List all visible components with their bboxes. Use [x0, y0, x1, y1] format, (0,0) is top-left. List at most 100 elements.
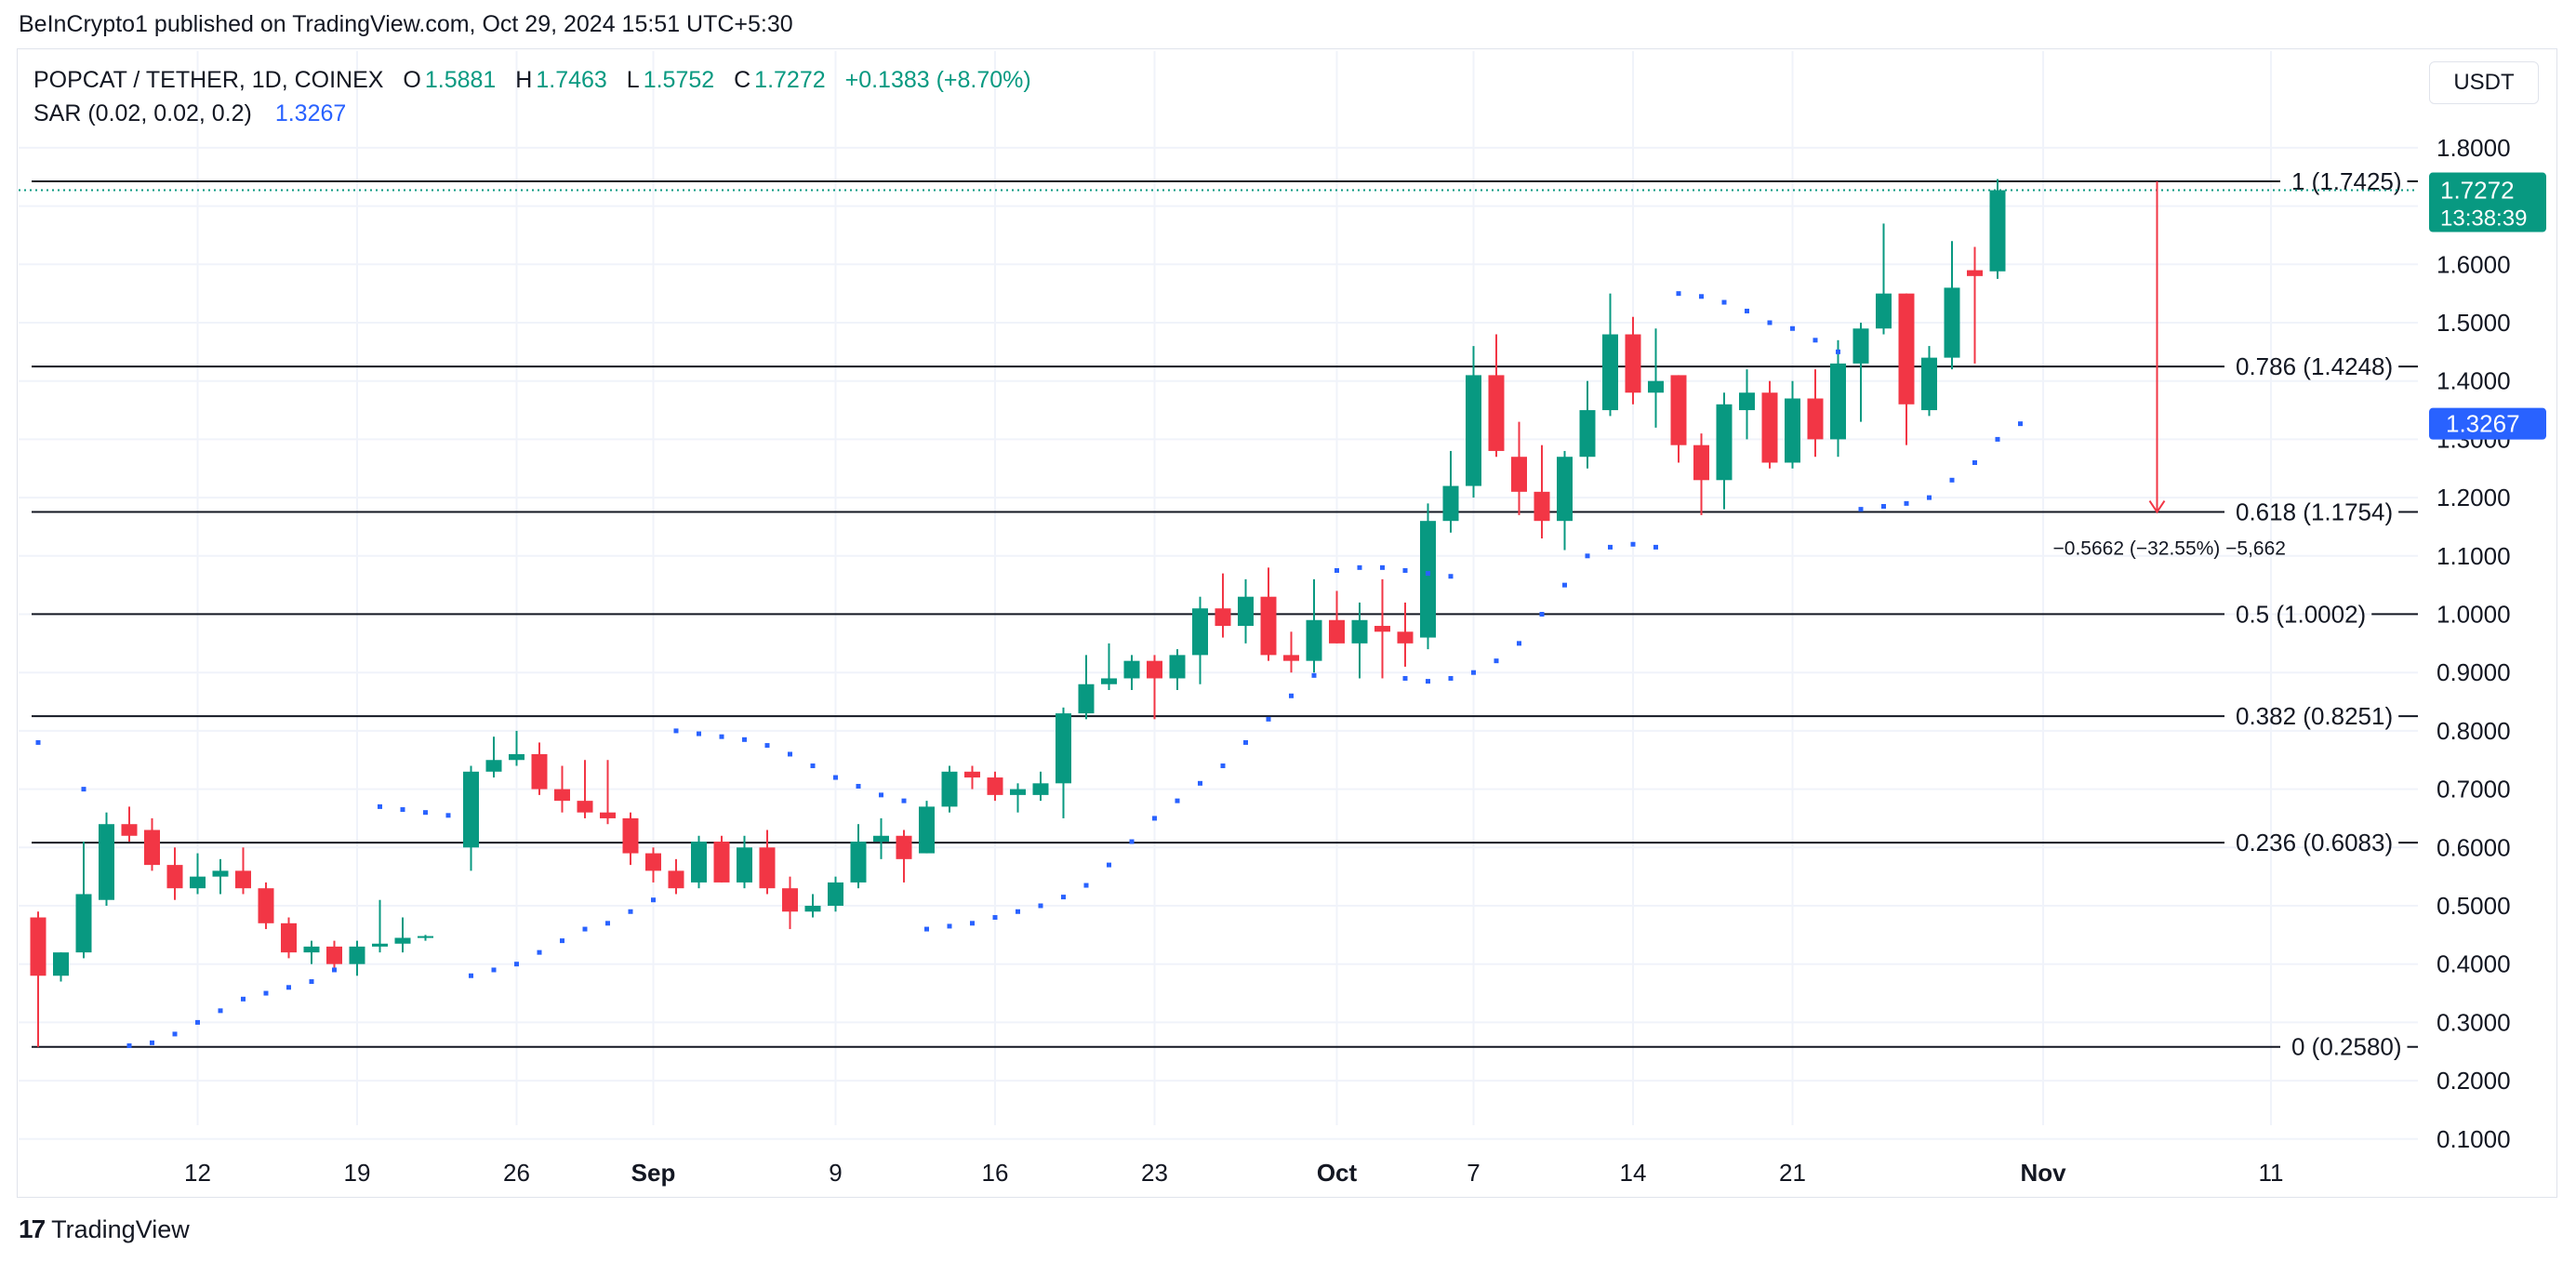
- candle-body-up[interactable]: [485, 760, 502, 772]
- candle-body-up[interactable]: [828, 882, 843, 906]
- sar-dot: [1448, 574, 1454, 579]
- candle-body-down[interactable]: [987, 777, 1003, 795]
- candle-body-up[interactable]: [804, 906, 821, 912]
- candle-body-down[interactable]: [896, 835, 912, 859]
- candle-body-down[interactable]: [1898, 293, 1915, 405]
- candle-body-down[interactable]: [1488, 375, 1505, 451]
- candle-body-up[interactable]: [691, 842, 707, 883]
- candle-body-up[interactable]: [1648, 380, 1664, 393]
- candle-body-up[interactable]: [1876, 293, 1892, 329]
- candle-body-up[interactable]: [919, 806, 935, 854]
- candle-body-up[interactable]: [463, 771, 479, 848]
- candle-body-up[interactable]: [372, 943, 388, 947]
- price-tick-label: 1.6000: [2437, 250, 2511, 278]
- sar-dot: [856, 783, 861, 789]
- candle-body-up[interactable]: [1579, 410, 1596, 458]
- candle-body-up[interactable]: [1078, 684, 1095, 714]
- candle-body-down[interactable]: [166, 865, 183, 889]
- candle-body-down[interactable]: [1670, 375, 1687, 445]
- candle-body-up[interactable]: [99, 824, 114, 900]
- candle-body-down[interactable]: [258, 888, 274, 923]
- candle-body-up[interactable]: [1557, 457, 1573, 522]
- candle-body-down[interactable]: [713, 842, 730, 883]
- sar-dot: [1972, 459, 1977, 465]
- candle-body-down[interactable]: [645, 853, 661, 871]
- candle-body-down[interactable]: [1147, 660, 1162, 679]
- candle-body-down[interactable]: [1397, 631, 1414, 644]
- candle-body-down[interactable]: [1511, 457, 1527, 492]
- candle-body-down[interactable]: [622, 817, 639, 854]
- candle-body-down[interactable]: [1967, 270, 1983, 276]
- candle-body-down[interactable]: [1283, 655, 1299, 661]
- candle-body-up[interactable]: [941, 771, 958, 807]
- candle-body-up[interactable]: [1351, 619, 1368, 644]
- candle-body-down[interactable]: [1534, 491, 1550, 522]
- candle-body-up[interactable]: [1944, 287, 1960, 358]
- candle-body-up[interactable]: [1602, 334, 1618, 411]
- candle-body-up[interactable]: [1101, 678, 1117, 684]
- candle-body-up[interactable]: [737, 847, 752, 883]
- candle-body-up[interactable]: [1989, 190, 2006, 272]
- candle-body-down[interactable]: [1693, 445, 1709, 481]
- candle-body-down[interactable]: [235, 870, 251, 889]
- candle-body-down[interactable]: [1260, 596, 1277, 656]
- candle-body-up[interactable]: [873, 835, 889, 843]
- sar-dot: [1402, 675, 1408, 681]
- candle-body-up[interactable]: [1785, 398, 1800, 463]
- candle-body-down[interactable]: [121, 824, 138, 836]
- candle-body-down[interactable]: [600, 812, 616, 818]
- candle-body-up[interactable]: [418, 936, 433, 938]
- candle-body-down[interactable]: [1625, 334, 1641, 393]
- candle-body-down[interactable]: [782, 888, 798, 912]
- candle-body-down[interactable]: [1807, 398, 1824, 440]
- candle-body-up[interactable]: [1420, 521, 1436, 638]
- candle-body-up[interactable]: [190, 876, 206, 889]
- candle-body-up[interactable]: [1466, 375, 1481, 486]
- candle-body-down[interactable]: [668, 870, 684, 889]
- candle-body-up[interactable]: [1716, 404, 1733, 481]
- candle-body-up[interactable]: [1056, 713, 1071, 784]
- candle-body-down[interactable]: [1329, 619, 1345, 644]
- candle-body-up[interactable]: [1192, 608, 1208, 656]
- candle-body-down[interactable]: [30, 917, 46, 976]
- candle-body-down[interactable]: [577, 801, 593, 813]
- candle-body-up[interactable]: [1852, 328, 1869, 364]
- currency-button[interactable]: USDT: [2429, 61, 2539, 104]
- candle-body-up[interactable]: [1169, 655, 1186, 679]
- symbol-title[interactable]: POPCAT / TETHER, 1D, COINEX: [33, 67, 384, 93]
- candle-body-up[interactable]: [53, 952, 69, 976]
- candle-body-down[interactable]: [964, 771, 980, 778]
- candle-body-down[interactable]: [759, 847, 776, 889]
- candle-body-up[interactable]: [1032, 783, 1049, 795]
- candle-body-down[interactable]: [1215, 608, 1231, 627]
- candle-body-down[interactable]: [1374, 626, 1390, 632]
- tradingview-logo[interactable]: 17 TradingView: [19, 1215, 190, 1244]
- candle-body-up[interactable]: [1442, 485, 1459, 522]
- candle-body-up[interactable]: [1123, 660, 1140, 679]
- candle-body-up[interactable]: [1238, 596, 1254, 627]
- price-tick-label: 1.2000: [2437, 484, 2511, 511]
- candle-body-down[interactable]: [281, 923, 297, 953]
- candle-body-up[interactable]: [303, 946, 320, 953]
- sar-dot: [1038, 903, 1043, 909]
- sar-indicator-label[interactable]: SAR (0.02, 0.02, 0.2): [33, 100, 252, 126]
- candle-body-up[interactable]: [1010, 789, 1026, 795]
- candle-body-down[interactable]: [554, 789, 570, 802]
- candle-body-up[interactable]: [394, 937, 411, 944]
- candle-body-down[interactable]: [326, 946, 342, 964]
- candle-body-up[interactable]: [1739, 392, 1755, 411]
- candle-body-down[interactable]: [1761, 392, 1778, 463]
- candle-body-down[interactable]: [531, 753, 548, 790]
- candle-body-up[interactable]: [1921, 357, 1937, 411]
- candle-body-up[interactable]: [1306, 619, 1322, 661]
- candle-body-up[interactable]: [509, 753, 524, 761]
- candle-body-up[interactable]: [75, 894, 92, 953]
- candle-body-up[interactable]: [212, 870, 229, 877]
- price-tick-label: 0.3000: [2437, 1008, 2511, 1036]
- open-value: 1.5881: [424, 67, 497, 93]
- candle-body-up[interactable]: [1830, 363, 1846, 440]
- candle-body-up[interactable]: [349, 946, 365, 964]
- candle-body-up[interactable]: [850, 842, 867, 883]
- candle-body-down[interactable]: [144, 830, 160, 866]
